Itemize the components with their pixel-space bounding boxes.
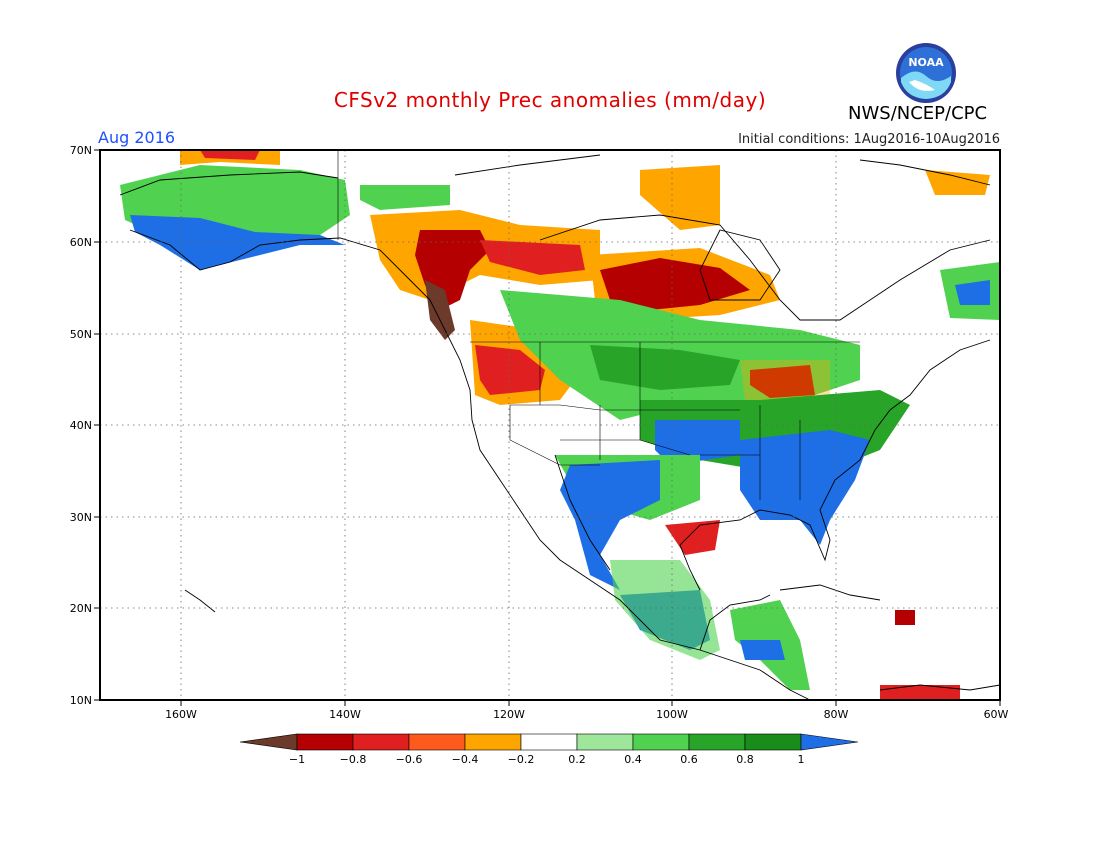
lon-label: 60W (984, 708, 1009, 721)
lat-label: 30N (70, 511, 92, 524)
noaa-logo-icon: NOAA (896, 43, 956, 103)
legend-tick: −0.2 (508, 753, 535, 766)
region-coast-brown (425, 280, 455, 340)
chart-title: CFSv2 monthly Prec anomalies (mm/day) (333, 88, 767, 112)
region-greatlakes-orange (740, 360, 830, 400)
lat-label: 70N (70, 144, 92, 157)
lat-label: 60N (70, 236, 92, 249)
coastlines (119, 154, 1001, 701)
initial-conditions-label: Initial conditions: 1Aug2016-10Aug2016 (738, 132, 1000, 147)
lat-label: 20N (70, 602, 92, 615)
region-arctic-red (200, 150, 260, 160)
lat-label: 50N (70, 328, 92, 341)
lon-label: 140W (329, 708, 361, 721)
region-central-blue (655, 420, 740, 465)
region-texas-red (665, 520, 720, 555)
lon-label: 120W (493, 708, 525, 721)
region-central-canada-darkred (600, 258, 750, 310)
region-pnw-red (475, 345, 545, 395)
svg-text:NOAA: NOAA (908, 56, 944, 69)
legend-swatch (408, 733, 466, 751)
region-bc-red (480, 240, 585, 275)
legend-tick: −1 (289, 753, 305, 766)
region-southwest-blue (560, 460, 660, 590)
legend-swatch (576, 733, 634, 751)
legend-arrow-high (800, 733, 859, 751)
legend-tick: 1 (798, 753, 805, 766)
region-central-america-blue (740, 640, 785, 660)
region-caribbean-red (895, 610, 915, 625)
region-greenland-orange (925, 170, 990, 195)
legend-arrow-low (239, 733, 298, 751)
legend-tick: −0.6 (396, 753, 423, 766)
legend-swatch (296, 733, 354, 751)
region-plains-darkgreen (590, 345, 740, 390)
legend-swatch (520, 733, 578, 751)
legend-tick: −0.8 (340, 753, 367, 766)
lon-label: 160W (165, 708, 197, 721)
legend-tick: 0.8 (736, 753, 754, 766)
legend-tick: −0.4 (452, 753, 479, 766)
legend-swatch (744, 733, 802, 751)
borders (337, 150, 860, 500)
anomaly-shading (120, 150, 1000, 700)
region-north-orange (640, 165, 720, 230)
graticule (100, 150, 1000, 700)
legend-tick: 0.4 (624, 753, 642, 766)
color-legend (239, 733, 859, 751)
lat-label: 40N (70, 419, 92, 432)
legend-swatch (688, 733, 746, 751)
agency-label: NWS/NCEP/CPC (848, 103, 988, 124)
legend-swatch (352, 733, 410, 751)
region-mexico-green (610, 560, 720, 660)
region-southeast-blue (740, 430, 870, 545)
legend-tick: 0.2 (568, 753, 586, 766)
lat-label: 10N (70, 694, 92, 707)
region-southamerica-red (880, 685, 960, 700)
axis-ticks (94, 149, 1001, 706)
legend-swatch (632, 733, 690, 751)
region-labrador-blue (955, 280, 990, 305)
lon-label: 80W (824, 708, 849, 721)
month-label: Aug 2016 (98, 128, 176, 147)
legend-tick: 0.6 (680, 753, 698, 766)
lon-label: 100W (656, 708, 688, 721)
region-yukon-green (360, 185, 450, 210)
region-greatlakes-dry (750, 365, 815, 398)
legend-swatch (464, 733, 522, 751)
